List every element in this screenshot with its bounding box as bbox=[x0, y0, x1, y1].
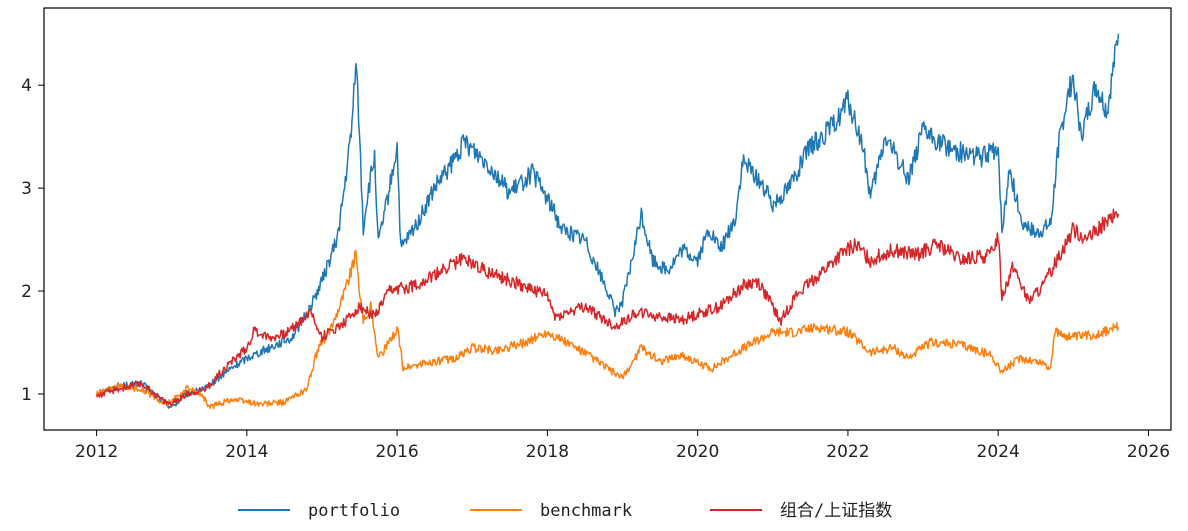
x-tick-label: 2018 bbox=[526, 442, 569, 462]
x-tick-label: 2016 bbox=[375, 442, 418, 462]
series-line-1 bbox=[95, 249, 1120, 410]
x-tick-label: 2024 bbox=[977, 442, 1020, 462]
series-layer bbox=[95, 33, 1120, 410]
y-tick-label: 3 bbox=[21, 179, 32, 199]
y-axis: 1 2 3 4 bbox=[21, 76, 44, 405]
x-axis: 2012 2014 2016 2018 2020 2022 2024 2026 bbox=[75, 430, 1170, 462]
legend: portfolio benchmark 组合/上证指数 bbox=[238, 501, 892, 521]
legend-label: benchmark bbox=[540, 501, 632, 521]
x-tick-label: 2020 bbox=[676, 442, 719, 462]
x-tick-label: 2012 bbox=[75, 442, 118, 462]
series-line-2 bbox=[95, 208, 1120, 407]
x-tick-label: 2022 bbox=[826, 442, 869, 462]
x-tick-label: 2026 bbox=[1127, 442, 1170, 462]
x-tick-label: 2014 bbox=[225, 442, 268, 462]
plot-frame bbox=[43, 7, 1172, 431]
y-tick-label: 2 bbox=[21, 282, 32, 302]
legend-label: portfolio bbox=[308, 501, 400, 521]
legend-label: 组合/上证指数 bbox=[780, 501, 892, 521]
y-tick-label: 1 bbox=[21, 385, 32, 405]
y-tick-label: 4 bbox=[21, 76, 32, 96]
series-line-0 bbox=[96, 33, 1120, 409]
